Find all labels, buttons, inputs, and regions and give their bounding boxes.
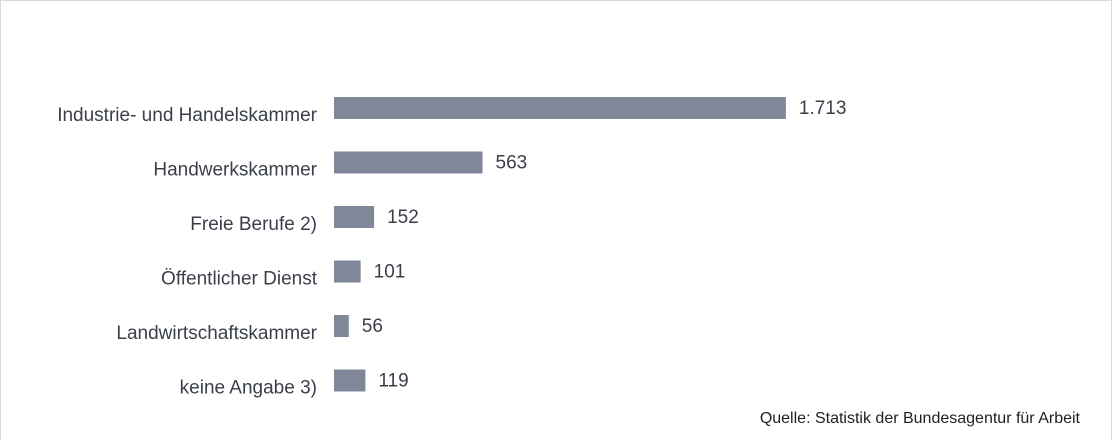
category-label: Handwerkskammer <box>153 160 317 181</box>
value-label: 563 <box>496 153 528 174</box>
value-label: 56 <box>362 316 383 337</box>
category-label: Freie Berufe 2) <box>190 214 317 235</box>
bar <box>334 260 361 283</box>
category-label: Öffentlicher Dienst <box>161 269 318 290</box>
bar <box>334 369 366 392</box>
bar <box>334 206 375 228</box>
bar <box>334 97 786 119</box>
bar <box>334 151 483 174</box>
value-label: 152 <box>387 207 419 228</box>
value-label: 101 <box>374 262 406 283</box>
category-label: Landwirtschaftskammer <box>116 323 317 344</box>
category-label: keine Angabe 3) <box>180 378 317 399</box>
source-note: Quelle: Statistik der Bundesagentur für … <box>759 410 1080 427</box>
category-label: Industrie- und Handelskammer <box>57 105 317 126</box>
bar <box>334 315 349 337</box>
value-label: 119 <box>378 371 408 392</box>
value-label: 1.713 <box>799 98 847 119</box>
